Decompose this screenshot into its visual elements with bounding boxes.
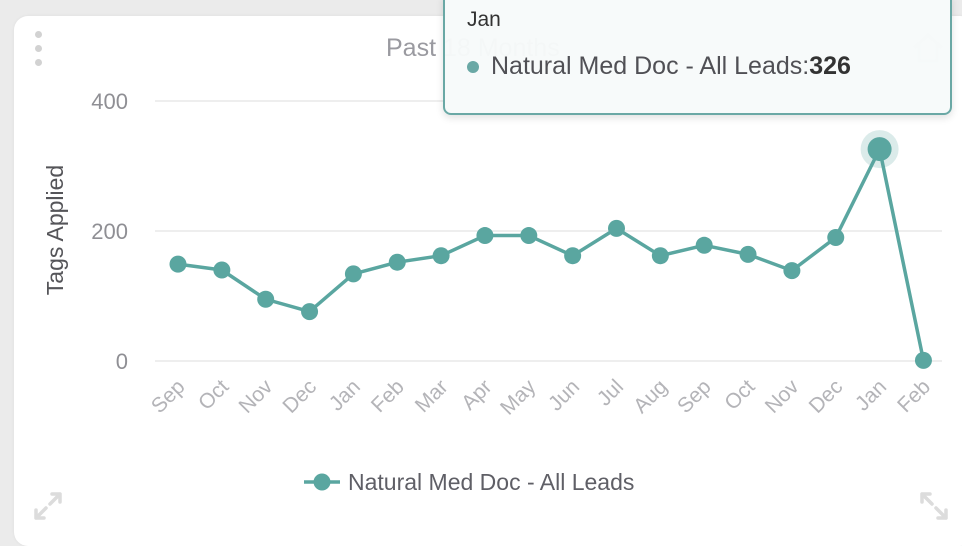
data-point [739,245,757,263]
data-point [564,247,582,265]
legend[interactable]: Natural Med Doc - All Leads [304,466,634,498]
x-tick-label: Jun [544,375,584,415]
legend-label: Natural Med Doc - All Leads [348,468,635,495]
tooltip-value: 326 [809,52,851,80]
series-line [177,147,926,361]
expand-icon[interactable] [32,490,64,522]
data-point [827,229,845,246]
x-tick-label: Sep [147,375,190,418]
data-point [432,247,450,265]
x-tick-label: Dec [278,375,321,418]
legend-marker-icon [304,473,340,491]
data-point [257,290,275,308]
y-tick-label: 400 [91,89,128,114]
data-point [608,219,625,237]
tooltip-series-label: Natural Med Doc - All Leads: [491,52,810,80]
data-point [344,265,362,283]
data-point-active [867,137,892,162]
x-tick-label: Feb [367,375,409,417]
tooltip: Jan Natural Med Doc - All Leads: 326 [443,0,952,115]
data-point [651,247,669,265]
x-tick-label: Jan [851,375,891,415]
data-point [388,253,406,271]
expand-icon[interactable] [918,490,950,522]
data-point [301,303,319,321]
x-tick-label: Aug [629,375,672,418]
x-tick-label: Oct [720,375,759,414]
data-point [476,227,494,245]
x-tick-label: Sep [673,375,716,418]
x-tick-label: Nov [235,375,278,418]
tooltip-series-dot [467,60,479,73]
x-tick-label: Oct [194,375,233,414]
y-axis-label: Tags Applied [42,165,68,295]
y-tick-label: 200 [91,219,128,244]
y-tick-label: 0 [116,349,128,374]
tooltip-title: Jan [467,8,501,31]
x-tick-label: May [496,375,541,420]
tooltip-row: Natural Med Doc - All Leads: 326 [467,52,851,81]
data-point [783,262,801,280]
data-point [695,236,713,254]
x-tick-label: Apr [457,375,496,414]
data-point [169,255,187,273]
data-point [520,227,538,245]
data-point [914,351,932,369]
x-tick-label: Nov [761,375,804,418]
x-tick-label: Feb [893,375,935,417]
x-tick-label: Jul [593,375,628,410]
x-tick-label: Mar [411,375,453,417]
drag-handle-icon[interactable] [34,31,44,67]
x-tick-label: Dec [805,375,848,418]
x-tick-label: Jan [325,375,365,415]
data-point [213,261,231,279]
